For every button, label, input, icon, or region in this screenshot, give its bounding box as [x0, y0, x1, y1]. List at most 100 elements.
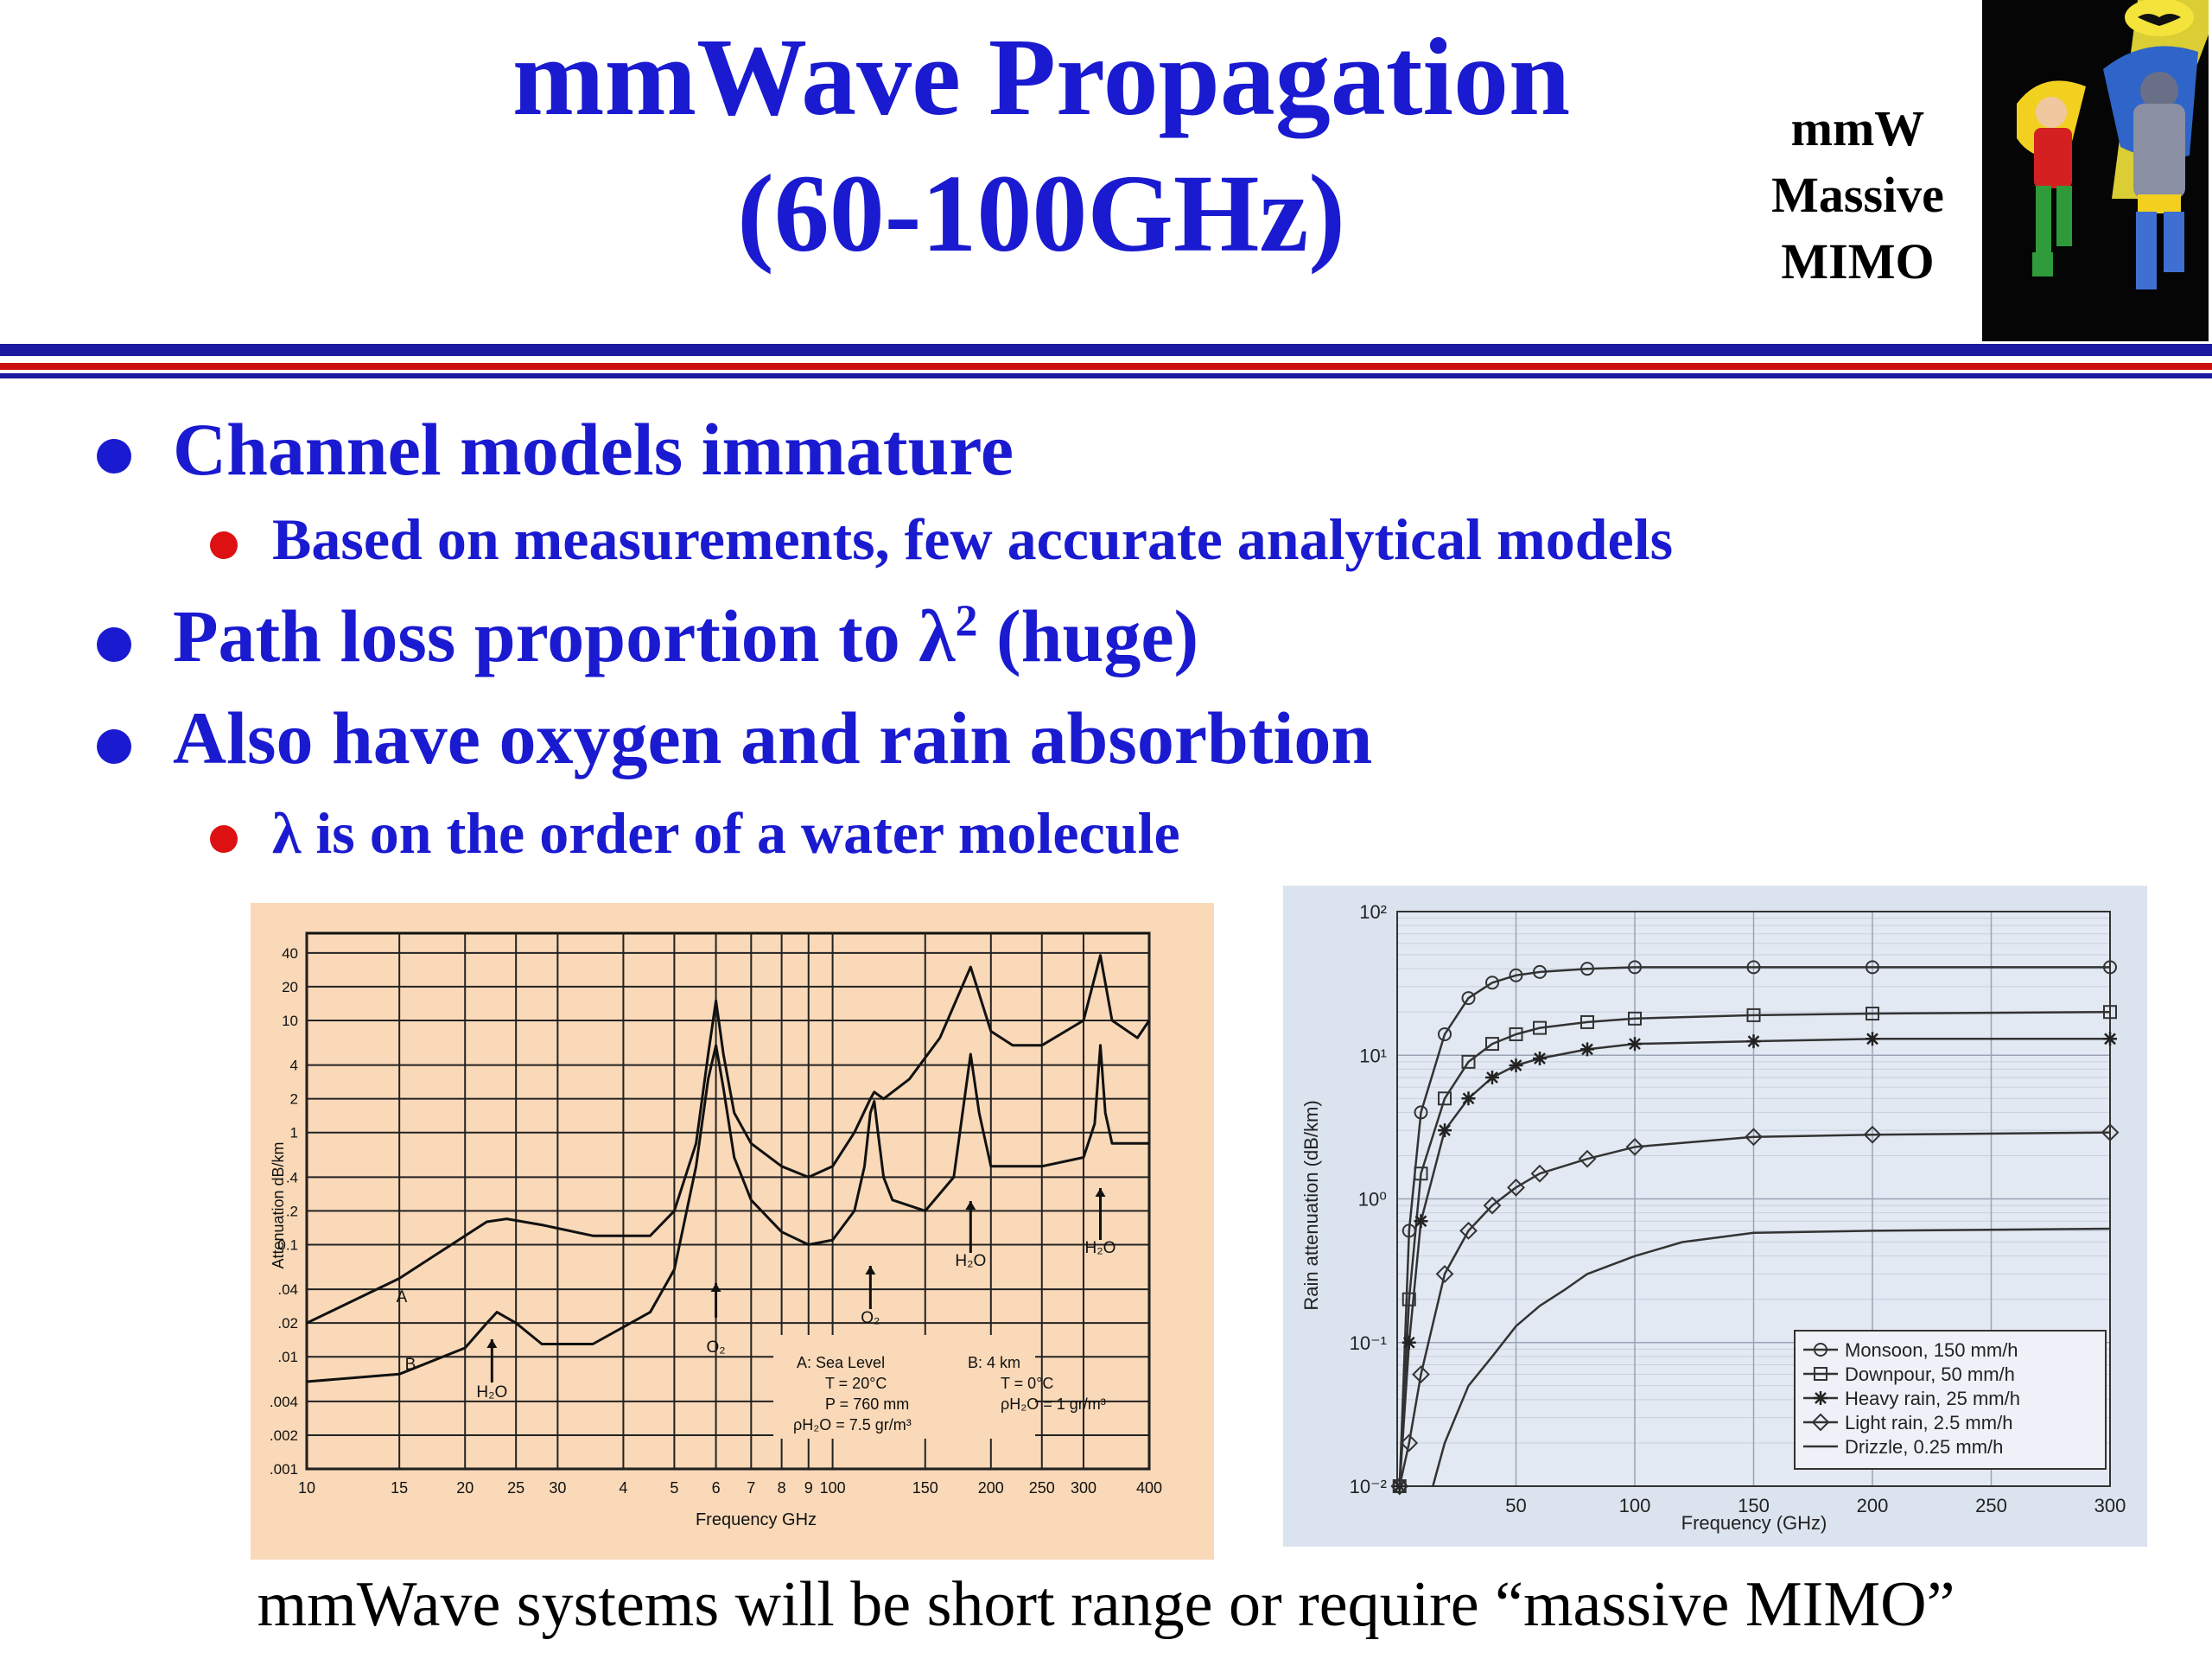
chart2-series-1-marker — [1438, 1091, 1452, 1106]
chart1-legend-box — [773, 1335, 1035, 1439]
chart1-series-B-line — [306, 1044, 1149, 1383]
chart2-series-1-marker — [1414, 1166, 1428, 1181]
chart2-series-0-marker — [1580, 962, 1594, 976]
chart2-series-1-marker — [1866, 1007, 1879, 1021]
brand-label: mmW Massive MIMO — [1737, 95, 1979, 295]
chart1-arrow-h2o-22-head — [486, 1339, 498, 1348]
chart1-y-tick-label: .02 — [277, 1315, 298, 1332]
chart2-series-1-marker — [1628, 1011, 1642, 1026]
chart1-y-tick-label: .004 — [270, 1394, 298, 1410]
chart2-series-3-marker — [1863, 1125, 1882, 1144]
bullet-2-superscript: 2 — [955, 596, 978, 646]
chart2-series-0-marker — [1485, 976, 1499, 990]
chart2-series-3-marker — [1578, 1149, 1597, 1168]
chart2-series-1-marker — [1461, 1054, 1476, 1069]
chart1-y-tick-label: 40 — [282, 945, 298, 962]
chart2-series-2-marker — [1414, 1214, 1428, 1229]
chart2-y-tick-label: 10⁰ — [1358, 1189, 1387, 1211]
chart2-series-3-marker — [1745, 1128, 1763, 1147]
bullet-dot-3 — [97, 729, 131, 764]
chart1-y-ticks: 40 20 10 4 2 1 .4 .2 0.1 .04 .02 .01 .004 .002 .001 — [270, 945, 298, 1478]
subbullet-1: Based on measurements, few accurate anal… — [272, 506, 1674, 572]
chart1-label-h2o-22: H₂O — [476, 1383, 507, 1402]
brand-line-2: Massive — [1771, 167, 1944, 223]
bullet-dot-2 — [97, 627, 131, 662]
chart2-series-3-marker — [1507, 1178, 1525, 1197]
chart2-legend-entry-4: Drizzle, 0.25 mm/h — [1845, 1436, 2003, 1458]
chart1-arrow-o2-60-head — [710, 1283, 721, 1292]
chart2-y-tick-label: 10⁻¹ — [1350, 1332, 1387, 1354]
chart2-series-3-marker — [1530, 1164, 1549, 1183]
chart1-annotations: A B H₂O O₂ O₂ H₂O H₂O — [397, 1188, 1116, 1402]
chart1-x-tick-label: 20 — [456, 1479, 474, 1497]
chart1-label-o2-60: O₂ — [706, 1338, 725, 1357]
chart2-series-line-1 — [1398, 1010, 2111, 1487]
chart1-series — [306, 954, 1151, 1383]
chart2-x-tick-label: 100 — [1619, 1495, 1651, 1516]
chart1-x-tick-label: 5 — [670, 1479, 678, 1497]
chart2-frame — [1396, 911, 2111, 1487]
rain-attenuation-chart: 10² 10¹ 10⁰ 10⁻¹ 10⁻² 50 100 150 200 250 300 Mons… — [1283, 886, 2147, 1547]
chart2-series-1-marker — [1485, 1037, 1499, 1052]
chart2-series-2-marker — [1746, 1034, 1761, 1049]
subbullet-dot-2 — [210, 825, 238, 853]
chart1-y-tick-label: .002 — [270, 1427, 298, 1444]
chart2-series-0-marker — [1414, 1105, 1428, 1120]
chart1-grid — [305, 931, 1151, 1471]
chart1-x-axis-label: Frequency GHz — [696, 1510, 817, 1529]
bullet-dot-1 — [97, 439, 131, 474]
chart1-x-tick-label: 7 — [747, 1479, 755, 1497]
chart1-label-h2o-183: H₂O — [955, 1252, 986, 1270]
chart1-series-A-line — [306, 954, 1151, 1325]
subbullet-dot-1 — [210, 531, 238, 559]
chart2-y-ticks: 10² 10¹ 10⁰ 10⁻¹ 10⁻² — [1350, 901, 1388, 1497]
chart2-series-1-marker — [2103, 1005, 2117, 1020]
chart1-y-tick-label: 0.1 — [277, 1236, 298, 1253]
chart2-x-tick-label: 50 — [1505, 1495, 1526, 1516]
legend-a3: P = 760 mm — [825, 1395, 909, 1413]
chart1-x-tick-label: 100 — [820, 1479, 846, 1497]
batman-robin-image — [1982, 0, 2209, 341]
footer-text: mmWave systems will be short range or re… — [257, 1569, 1955, 1640]
chart2-series-3-marker — [1483, 1196, 1502, 1215]
chart1-x-tick-label: 200 — [978, 1479, 1004, 1497]
chart1-x-tick-label: 30 — [549, 1479, 566, 1497]
chart1-label-B: B — [405, 1356, 416, 1374]
chart2-series-2-marker — [1438, 1123, 1452, 1138]
chart1-y-tick-label: 4 — [290, 1058, 298, 1074]
chart2-series-3-marker — [1459, 1221, 1478, 1240]
chart2-series-3-marker — [1390, 1477, 1409, 1496]
chart1-x-tick-label: 400 — [1136, 1479, 1162, 1497]
slide-title: mmWave Propagation (60-100GHz) — [285, 9, 1797, 282]
chart2-series-line-0 — [1398, 966, 2110, 1487]
chart1-y-tick-label: .2 — [286, 1203, 298, 1219]
chart2-series-0-marker — [1866, 960, 1879, 975]
chart2-series-2-marker — [1628, 1037, 1642, 1052]
chart2-series-1-marker — [1746, 1007, 1761, 1022]
chart2-y-tick-label: 10² — [1359, 901, 1387, 923]
rule-blue — [0, 344, 2212, 356]
chart2-series-3-marker — [1625, 1137, 1644, 1156]
chart1-y-tick-label: .001 — [270, 1461, 298, 1478]
brand-line-3: MIMO — [1781, 233, 1935, 289]
chart1-label-A: A — [397, 1288, 408, 1306]
chart1-x-tick-label: 6 — [712, 1479, 721, 1497]
chart2-y-tick-label: 10⁻² — [1350, 1476, 1387, 1497]
chart2-legend-marker-2 — [1814, 1391, 1827, 1405]
chart1-x-tick-label: 300 — [1071, 1479, 1096, 1497]
chart2-series-0-marker — [2103, 960, 2117, 975]
chart1-y-tick-label: 20 — [282, 979, 298, 995]
chart2-series-2-marker — [1533, 1051, 1547, 1065]
chart1-x-tick-label: 150 — [912, 1479, 938, 1497]
chart1-x-tick-label: 15 — [391, 1479, 408, 1497]
chart1-x-tick-label: 4 — [619, 1479, 627, 1497]
chart1-x-tick-label: 10 — [298, 1479, 315, 1497]
chart2-series-3-marker — [2101, 1123, 2120, 1142]
chart2-series-3-marker — [1435, 1265, 1454, 1283]
chart2-legend-entry-1: Downpour, 50 mm/h — [1845, 1363, 2015, 1385]
chart1-background — [251, 903, 1214, 1560]
bullet-2-tail: (huge) — [977, 594, 1199, 677]
legend-a1: A: Sea Level — [797, 1354, 885, 1371]
chart2-legend-marker-3 — [1811, 1413, 1830, 1432]
